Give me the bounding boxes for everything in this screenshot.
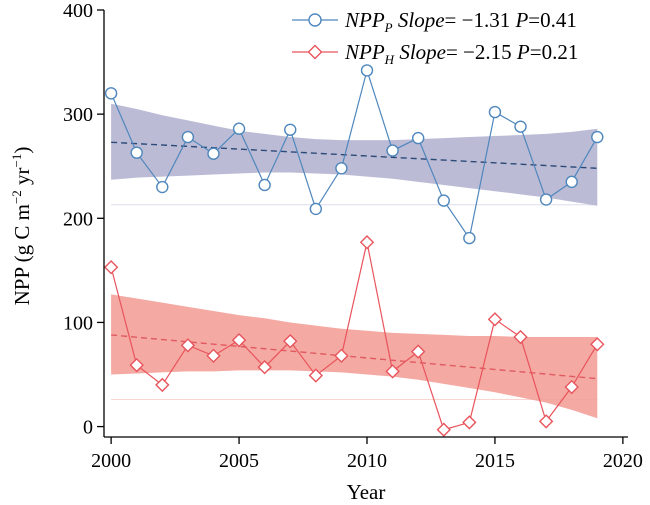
data-point-npp-h — [334, 348, 349, 363]
data-point-npp-h — [513, 329, 528, 345]
data-point-npp-h — [103, 260, 119, 275]
series-markers — [103, 64, 605, 437]
data-point-npp-h — [180, 338, 196, 353]
data-point-npp-h — [129, 357, 144, 373]
data-point-npp-p — [207, 147, 220, 160]
data-point-npp-h — [359, 235, 375, 250]
legend-npp-h-slope: = −2.15 — [446, 40, 517, 64]
data-point-npp-h — [462, 415, 477, 430]
y-axis-title-main: NPP (g C m — [10, 204, 34, 305]
data-point-npp-p — [488, 105, 502, 119]
y-axis-title: NPP (g C m−2 yr−1) — [9, 147, 34, 306]
confidence-bands — [111, 103, 598, 419]
y-axis-title-sup1: −2 — [9, 190, 24, 204]
data-point-npp-p — [386, 144, 399, 157]
data-point-npp-h — [308, 368, 324, 383]
y-axis-title-mid: yr — [10, 167, 34, 190]
legend-npp-h-sub: H — [384, 52, 395, 67]
data-point-npp-p — [591, 130, 604, 144]
trend-line-npp-h — [111, 334, 598, 380]
legend-entry-npp-h: NPPH Slope= −2.15 P=0.21 — [292, 40, 578, 67]
data-point-npp-p — [360, 64, 374, 77]
data-point-npp-p — [258, 178, 271, 192]
legend-npp-p-p-label: P — [514, 8, 528, 32]
y-axis-title-sup2: −1 — [9, 154, 24, 168]
data-point-npp-h — [436, 422, 451, 437]
y-axis-title-end: ) — [10, 147, 34, 154]
legend-marker-npp-p — [308, 13, 322, 27]
x-axis-title: Year — [347, 480, 386, 504]
data-point-npp-h — [206, 348, 221, 363]
data-point-npp-h — [385, 364, 400, 379]
x-axis-ticks: 2000 2005 2010 2015 2020 — [91, 437, 643, 472]
trend-lines — [111, 141, 598, 380]
data-point-npp-p — [104, 87, 118, 100]
legend-npp-p-slope: = −1.31 — [445, 8, 516, 32]
x-tick-label: 2000 — [91, 450, 131, 472]
axes — [103, 10, 628, 438]
data-point-npp-h — [410, 344, 426, 359]
legend: NPPP Slope= −1.31 P=0.41 NPPH Slope= −2.… — [292, 8, 578, 67]
data-point-npp-h — [538, 414, 554, 429]
legend-npp-p-sub: P — [384, 20, 393, 35]
y-tick-label: 0 — [83, 417, 93, 439]
legend-npp-h-slope-label: Slope — [394, 40, 446, 64]
data-point-npp-p — [309, 202, 323, 216]
legend-entry-npp-p: NPPP Slope= −1.31 P=0.41 — [292, 8, 577, 35]
x-tick-label: 2005 — [219, 450, 259, 472]
y-tick-label: 300 — [63, 104, 93, 126]
data-point-npp-p — [514, 120, 527, 133]
data-point-npp-h — [257, 360, 272, 375]
data-point-npp-p — [437, 194, 450, 207]
y-tick-label: 100 — [63, 312, 93, 334]
data-point-npp-p — [565, 175, 578, 189]
trend-line-npp-p — [111, 141, 598, 170]
data-point-npp-p — [156, 180, 169, 194]
data-point-npp-h — [564, 379, 579, 395]
legend-npp-p-p-value: =0.41 — [528, 8, 577, 32]
data-point-npp-p — [335, 162, 348, 175]
x-tick-label: 2020 — [603, 450, 643, 472]
data-point-npp-p — [463, 231, 476, 245]
data-point-npp-p — [232, 122, 246, 135]
legend-marker-npp-h — [307, 44, 323, 60]
y-tick-label: 200 — [63, 208, 93, 230]
data-point-npp-p — [539, 193, 553, 206]
legend-npp-h-base: NPP — [344, 40, 385, 64]
data-point-npp-p — [181, 130, 195, 144]
legend-npp-h-p-value: =0.21 — [530, 40, 579, 64]
data-point-npp-h — [590, 337, 605, 352]
y-axis-ticks: 0 100 200 300 400 — [63, 0, 104, 439]
data-point-npp-p — [130, 146, 143, 159]
x-tick-label: 2015 — [475, 450, 515, 472]
data-point-npp-h — [487, 312, 503, 327]
data-point-npp-h — [283, 333, 298, 349]
legend-npp-p-base: NPP — [344, 8, 385, 32]
data-point-npp-p — [284, 123, 297, 136]
data-point-npp-h — [231, 332, 247, 348]
data-point-npp-p — [411, 131, 425, 145]
legend-label-npp-h: NPPH Slope= −2.15 P=0.21 — [344, 40, 578, 67]
legend-label-npp-p: NPPP Slope= −1.31 P=0.41 — [344, 8, 577, 35]
y-tick-label: 400 — [63, 0, 93, 22]
legend-npp-h-p-label: P — [516, 40, 530, 64]
x-tick-label: 2010 — [347, 450, 387, 472]
data-point-npp-h — [155, 377, 170, 393]
band-baselines — [111, 204, 598, 401]
legend-npp-p-slope-label: Slope — [393, 8, 445, 32]
